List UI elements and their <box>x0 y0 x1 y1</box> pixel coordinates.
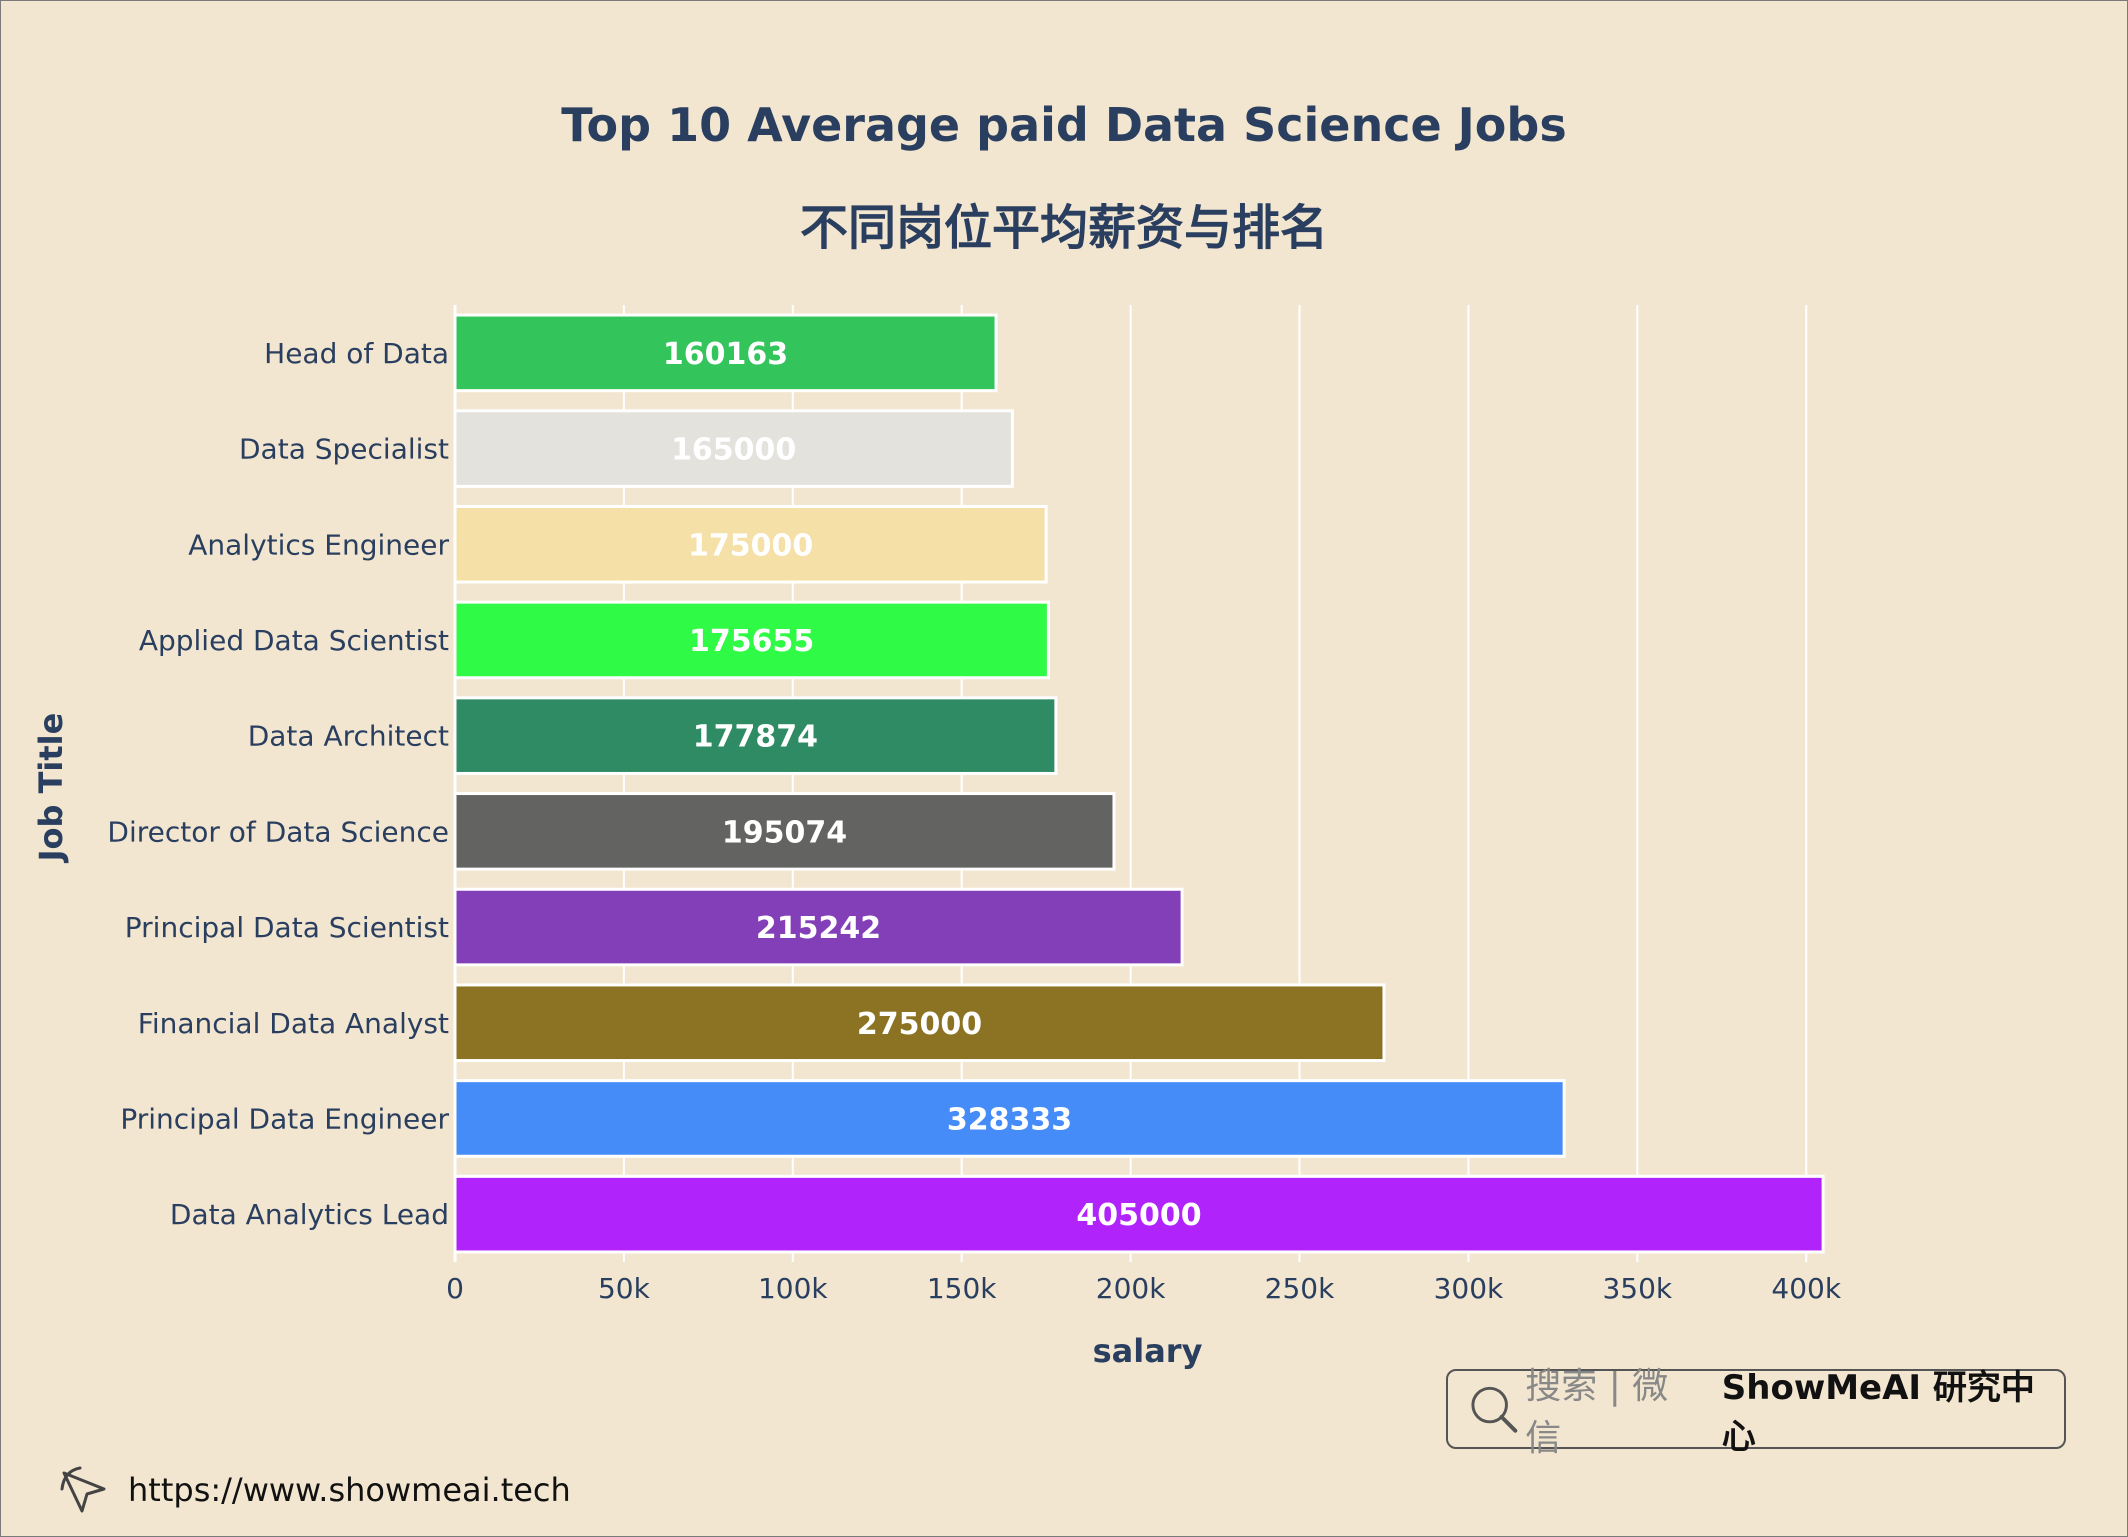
cursor-pointer-icon <box>60 1466 106 1513</box>
y-tick-label: Data Architect <box>248 720 449 753</box>
y-tick-label: Head of Data <box>264 337 449 370</box>
bar-value-label: 328333 <box>947 1102 1072 1137</box>
y-tick-label: Principal Data Engineer <box>120 1102 449 1135</box>
bar-value-label: 405000 <box>1076 1198 1201 1233</box>
brand-name: ShowMeAI 研究中心 <box>1721 1368 2035 1457</box>
bar-value-label: 275000 <box>857 1007 982 1042</box>
chart-subtitle: 不同岗位平均薪资与排名 <box>799 200 1328 256</box>
x-tick-label: 50k <box>598 1272 651 1305</box>
bar-value-label: 175000 <box>688 528 813 563</box>
bar-value-label: 195074 <box>722 815 847 850</box>
bar-value-label: 177874 <box>693 720 818 755</box>
bar-value-label: 215242 <box>756 911 881 946</box>
bar <box>453 409 1014 488</box>
bar-chart: 160163 Head of Data 165000 Data Specialist 1… <box>32 305 1842 1370</box>
y-tick-label: Principal Data Scientist <box>125 911 449 944</box>
bar <box>453 504 1048 584</box>
bar-value-label: 175655 <box>689 624 814 659</box>
wechat-search-box: 搜索 | 微信 ShowMeAI 研究中心 <box>1446 1366 2066 1459</box>
bar-value-label: 165000 <box>671 433 796 468</box>
x-tick-label: 400k <box>1771 1272 1841 1305</box>
x-tick-label: 350k <box>1602 1272 1672 1305</box>
y-tick-label: Data Specialist <box>239 433 449 466</box>
bar <box>453 600 1050 680</box>
x-tick-label: 0 <box>446 1272 464 1305</box>
bar <box>453 983 1386 1063</box>
x-tick-label: 200k <box>1096 1272 1166 1305</box>
y-tick-label: Director of Data Science <box>107 815 449 848</box>
x-tick-label: 100k <box>758 1272 828 1305</box>
y-tick-label: Analytics Engineer <box>188 528 449 561</box>
x-tick-label: 250k <box>1265 1272 1335 1305</box>
y-axis-title: Job Title <box>32 713 70 864</box>
y-tick-label: Financial Data Analyst <box>138 1007 449 1040</box>
footer: https://www.showmeai.tech <box>58 1460 571 1520</box>
search-hint: 搜索 | 微信 <box>1525 1366 1669 1459</box>
x-tick-label: 150k <box>927 1272 997 1305</box>
y-tick-label: Data Analytics Lead <box>170 1198 449 1231</box>
x-tick-label: 300k <box>1434 1272 1504 1305</box>
bar <box>453 313 998 393</box>
bar <box>453 1174 1825 1254</box>
chart-title: Top 10 Average paid Data Science Jobs <box>561 98 1567 152</box>
bar <box>453 696 1058 775</box>
x-axis-title: salary <box>1093 1332 1203 1370</box>
bar-value-label: 160163 <box>663 337 788 372</box>
bar <box>453 1079 1566 1158</box>
bar <box>453 887 1184 967</box>
website-link[interactable]: https://www.showmeai.tech <box>128 1471 571 1509</box>
y-tick-label: Applied Data Scientist <box>139 624 449 657</box>
search-icon <box>1471 1386 1518 1433</box>
